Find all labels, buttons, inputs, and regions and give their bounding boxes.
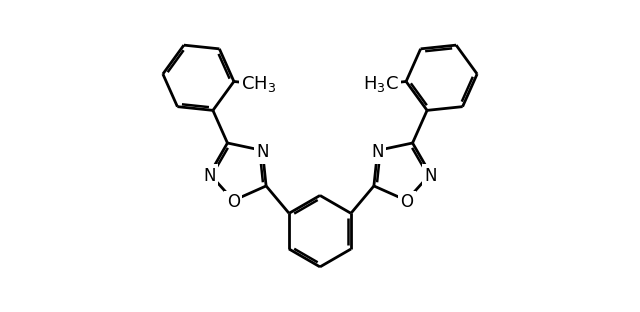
- Text: N: N: [256, 144, 269, 161]
- Text: H$_3$C: H$_3$C: [364, 74, 399, 94]
- Text: N: N: [424, 167, 436, 185]
- Text: N: N: [371, 144, 384, 161]
- Text: O: O: [400, 193, 413, 212]
- Text: CH$_3$: CH$_3$: [241, 74, 276, 94]
- Text: N: N: [204, 167, 216, 185]
- Text: O: O: [227, 193, 240, 212]
